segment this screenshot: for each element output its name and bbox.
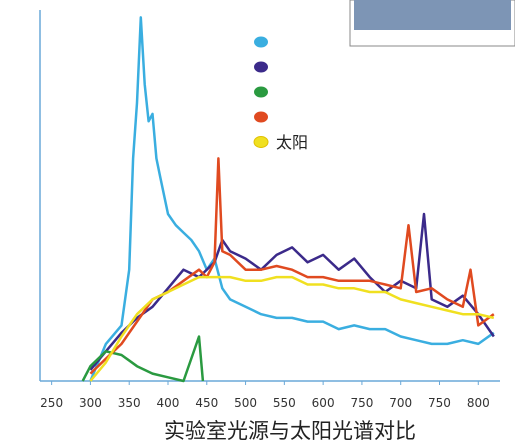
x-tick-label: 300 <box>79 396 102 410</box>
legend-marker <box>254 86 268 98</box>
legend-marker <box>253 136 269 148</box>
legend-marker <box>254 36 268 48</box>
series-line <box>89 157 495 375</box>
chart-title: 实验室光源与太阳光谱对比 <box>164 419 416 443</box>
x-tick-label: 750 <box>428 396 451 410</box>
x-tick-label: 550 <box>273 396 296 410</box>
x-tick-label: 700 <box>389 396 412 410</box>
series-line <box>81 335 205 383</box>
x-tick-label: 250 <box>40 396 63 410</box>
x-tick-label: 800 <box>467 396 490 410</box>
x-tick-label: 750 <box>350 396 373 410</box>
inset-image <box>354 0 511 30</box>
x-tick-label: 450 <box>195 396 218 410</box>
series-line <box>89 275 495 382</box>
legend-marker <box>254 61 268 73</box>
x-tick-label: 350 <box>118 396 141 410</box>
legend-label: 太阳 <box>276 133 308 152</box>
series-line <box>89 212 495 371</box>
x-tick-label: 400 <box>157 396 180 410</box>
x-tick-label: 600 <box>312 396 335 410</box>
x-tick-label: 500 <box>234 396 257 410</box>
series-line <box>89 16 495 382</box>
legend-marker <box>254 111 268 123</box>
